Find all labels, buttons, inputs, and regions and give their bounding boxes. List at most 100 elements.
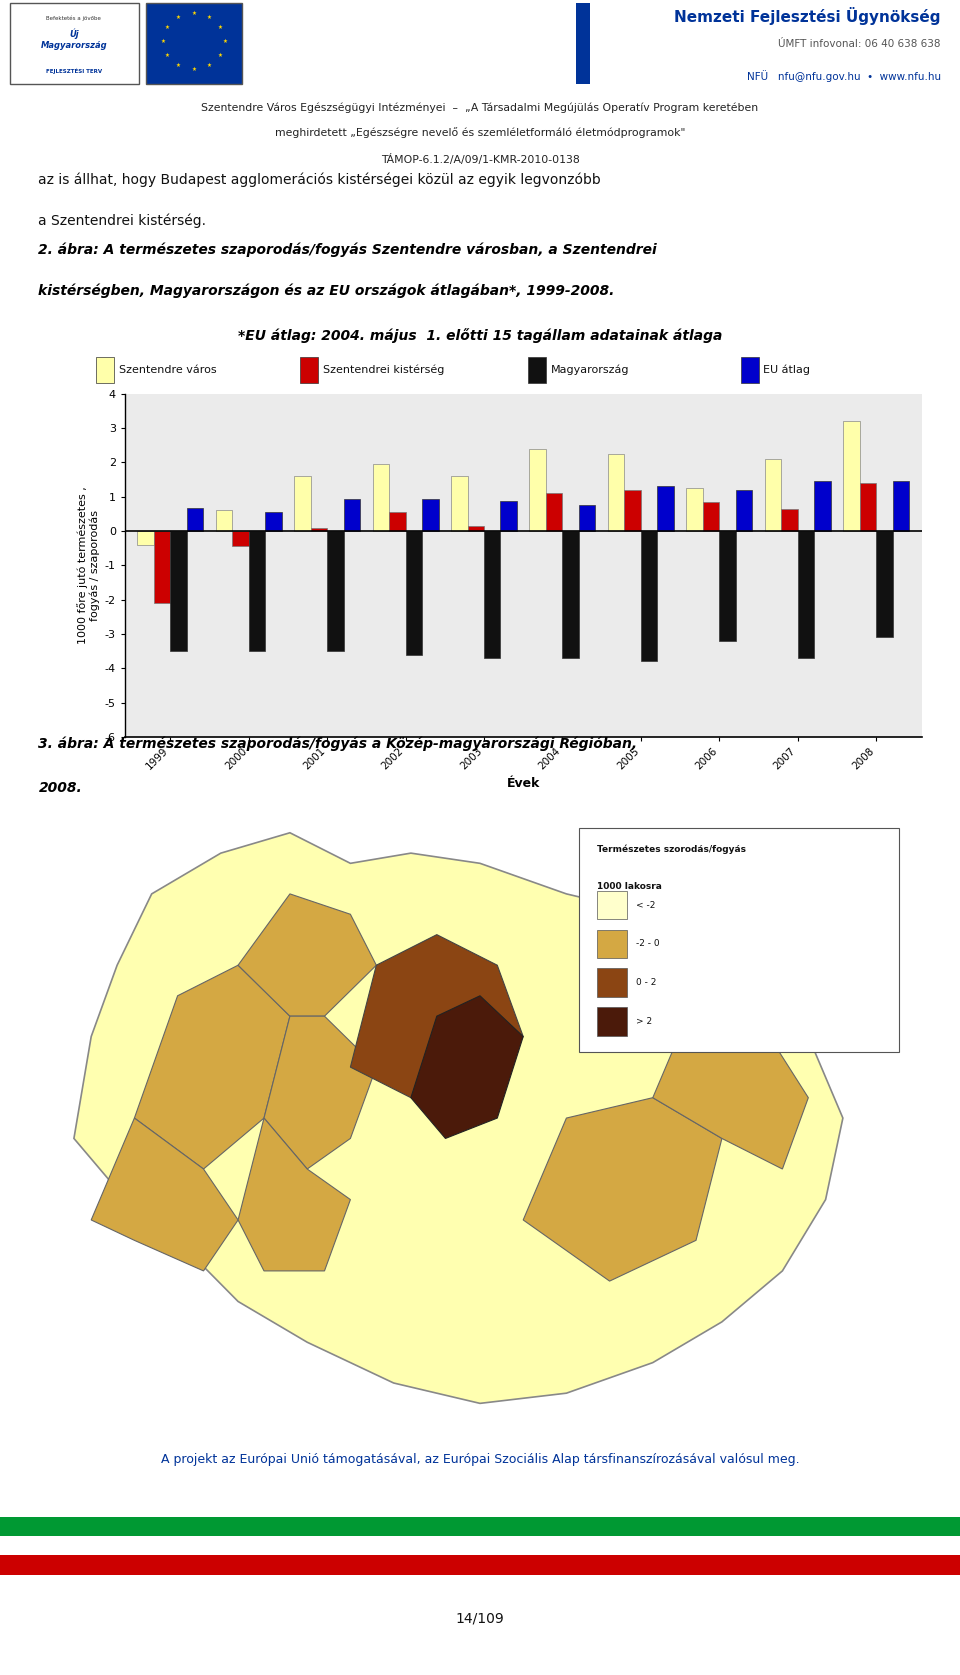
Bar: [389, 513, 405, 531]
Bar: [405, 531, 422, 655]
Bar: [563, 531, 579, 658]
Text: Új
Magyarország: Új Magyarország: [40, 28, 108, 50]
FancyBboxPatch shape: [146, 3, 242, 84]
Text: ★: ★: [222, 39, 228, 44]
Bar: [546, 492, 563, 531]
Text: meghirdetett „Egészségre nevelő és szemléletformáló életmódprogramok": meghirdetett „Egészségre nevelő és szeml…: [275, 127, 685, 139]
Bar: [579, 506, 595, 531]
Bar: [422, 499, 439, 531]
Bar: [624, 489, 641, 531]
Text: ★: ★: [165, 54, 170, 59]
Text: A projekt az Európai Unió támogatásával, az Európai Szociális Alap társfinanszír: A projekt az Európai Unió támogatásával,…: [160, 1452, 800, 1466]
Text: Magyarország: Magyarország: [551, 365, 630, 375]
Bar: [597, 930, 627, 958]
Bar: [137, 531, 154, 544]
Bar: [154, 531, 170, 603]
Bar: [294, 476, 311, 531]
Bar: [798, 531, 814, 658]
Bar: [484, 531, 500, 658]
Polygon shape: [264, 1017, 376, 1169]
Bar: [781, 509, 798, 531]
Polygon shape: [523, 1097, 722, 1281]
Text: FEJLESZTÉSI TERV: FEJLESZTÉSI TERV: [46, 69, 102, 74]
Polygon shape: [350, 935, 523, 1097]
FancyBboxPatch shape: [10, 3, 139, 84]
Text: 14/109: 14/109: [456, 1611, 504, 1625]
Bar: [597, 968, 627, 997]
Bar: [0, 1536, 960, 1556]
Text: > 2: > 2: [636, 1017, 652, 1025]
FancyBboxPatch shape: [741, 357, 758, 384]
Polygon shape: [91, 1119, 238, 1271]
Bar: [530, 449, 546, 531]
Text: ★: ★: [165, 25, 170, 30]
Text: az is állhat, hogy Budapest agglomerációs kistérségei közül az egyik legvonzóbb: az is állhat, hogy Budapest agglomeráció…: [38, 173, 601, 188]
Text: NFÜ   nfu@nfu.gov.hu  •  www.nfu.hu: NFÜ nfu@nfu.gov.hu • www.nfu.hu: [747, 70, 941, 82]
Text: Nemzeti Fejlesztési Ügynökség: Nemzeti Fejlesztési Ügynökség: [674, 7, 941, 25]
Bar: [327, 531, 344, 652]
Bar: [893, 481, 909, 531]
Bar: [876, 531, 893, 638]
Bar: [0, 1556, 960, 1574]
FancyBboxPatch shape: [96, 357, 114, 384]
Text: ★: ★: [191, 12, 197, 17]
Text: *EU átlag: 2004. május  1. előtti 15 tagállam adatainak átlaga: *EU átlag: 2004. május 1. előtti 15 tagá…: [238, 328, 722, 343]
Bar: [187, 508, 204, 531]
Polygon shape: [238, 1119, 350, 1271]
Text: 2. ábra: A természetes szaporodás/fogyás Szentendre városban, a Szentendrei: 2. ábra: A természetes szaporodás/fogyás…: [38, 243, 658, 258]
Bar: [372, 464, 389, 531]
Text: Természetes szorodás/fogyás: Természetes szorodás/fogyás: [597, 844, 746, 854]
Text: ★: ★: [206, 64, 212, 69]
Bar: [216, 511, 232, 531]
Bar: [468, 526, 484, 531]
Text: ★: ★: [218, 25, 223, 30]
Text: ÚMFT infovonal: 06 40 638 638: ÚMFT infovonal: 06 40 638 638: [779, 39, 941, 49]
Text: ★: ★: [206, 15, 212, 20]
Bar: [500, 501, 516, 531]
Bar: [597, 891, 627, 920]
Text: kistérségben, Magyarországon és az EU országok átlagában*, 1999-2008.: kistérségben, Magyarországon és az EU or…: [38, 283, 614, 298]
Bar: [232, 531, 249, 546]
FancyBboxPatch shape: [300, 357, 318, 384]
Text: 0 - 2: 0 - 2: [636, 978, 656, 987]
Bar: [451, 476, 468, 531]
Bar: [311, 528, 327, 531]
FancyBboxPatch shape: [576, 3, 590, 84]
X-axis label: Évek: Évek: [507, 777, 540, 791]
Bar: [0, 1518, 960, 1536]
Bar: [608, 454, 624, 531]
Polygon shape: [134, 965, 290, 1169]
Bar: [249, 531, 265, 652]
Bar: [703, 502, 719, 531]
Bar: [814, 481, 830, 531]
Bar: [597, 1007, 627, 1035]
Bar: [265, 513, 281, 531]
Polygon shape: [653, 995, 808, 1169]
Bar: [719, 531, 735, 642]
Text: -2 - 0: -2 - 0: [636, 940, 660, 948]
Bar: [735, 489, 753, 531]
Bar: [859, 482, 876, 531]
Text: Szentendrei kistérség: Szentendrei kistérség: [323, 365, 444, 375]
Text: ★: ★: [176, 15, 181, 20]
Bar: [686, 487, 703, 531]
Text: EU átlag: EU átlag: [763, 365, 810, 375]
Bar: [641, 531, 658, 662]
Text: ★: ★: [160, 39, 166, 44]
Bar: [170, 531, 187, 652]
FancyBboxPatch shape: [580, 827, 900, 1052]
Polygon shape: [74, 832, 843, 1404]
Bar: [765, 459, 781, 531]
Text: 1000 lakosra: 1000 lakosra: [597, 881, 661, 891]
Bar: [344, 499, 360, 531]
Text: ★: ★: [191, 67, 197, 72]
Text: < -2: < -2: [636, 901, 655, 910]
Text: 2008.: 2008.: [38, 781, 83, 794]
Text: Befektetés a jövőbe: Befektetés a jövőbe: [46, 15, 102, 22]
Text: 3. ábra: A természetes szaporodás/fogyás a Közép-magyarországi Régióban,: 3. ábra: A természetes szaporodás/fogyás…: [38, 737, 637, 752]
Text: ★: ★: [176, 64, 181, 69]
Text: Szentendre Város Egészségügyi Intézményei  –  „A Társadalmi Megújülás Operatív P: Szentendre Város Egészségügyi Intézménye…: [202, 102, 758, 112]
Text: TÁMOP-6.1.2/A/09/1-KMR-2010-0138: TÁMOP-6.1.2/A/09/1-KMR-2010-0138: [380, 154, 580, 164]
FancyBboxPatch shape: [528, 357, 546, 384]
Text: ★: ★: [218, 54, 223, 59]
